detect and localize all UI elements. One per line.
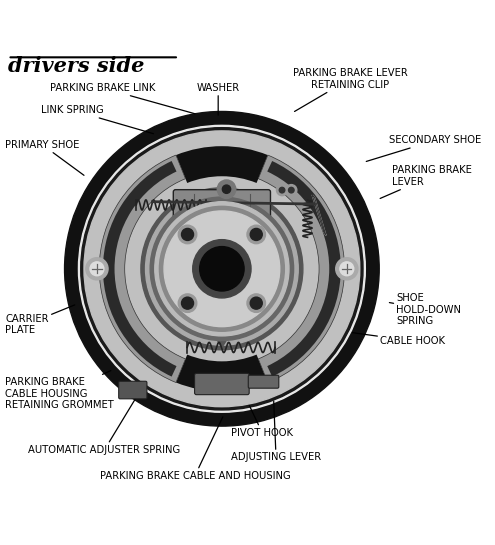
Polygon shape — [210, 329, 234, 348]
Circle shape — [84, 131, 360, 407]
Circle shape — [247, 294, 265, 312]
Text: PRIMARY SHOE: PRIMARY SHOE — [5, 140, 84, 175]
Text: PARKING BRAKE CABLE AND HOUSING: PARKING BRAKE CABLE AND HOUSING — [99, 417, 291, 481]
Circle shape — [146, 192, 298, 345]
FancyBboxPatch shape — [119, 382, 147, 399]
Wedge shape — [103, 161, 177, 377]
Circle shape — [286, 185, 297, 196]
Circle shape — [178, 294, 197, 312]
Circle shape — [289, 187, 294, 193]
Circle shape — [178, 225, 197, 244]
Text: PARKING BRAKE LEVER
RETAINING CLIP: PARKING BRAKE LEVER RETAINING CLIP — [293, 68, 407, 112]
Circle shape — [159, 207, 284, 331]
Text: PIVOT HOOK: PIVOT HOOK — [231, 398, 293, 438]
Text: drivers side: drivers side — [7, 56, 144, 76]
Wedge shape — [176, 146, 268, 183]
Circle shape — [182, 228, 194, 240]
Circle shape — [277, 185, 288, 196]
Wedge shape — [267, 161, 341, 377]
Text: WASHER: WASHER — [197, 83, 240, 115]
Circle shape — [250, 228, 262, 240]
Circle shape — [150, 197, 294, 341]
Text: CABLE HOOK: CABLE HOOK — [352, 332, 445, 346]
Circle shape — [222, 185, 231, 193]
Circle shape — [86, 258, 108, 280]
Circle shape — [64, 112, 379, 426]
Circle shape — [182, 297, 194, 309]
Text: PARKING BRAKE
CABLE HOUSING
RETAINING GROMMET: PARKING BRAKE CABLE HOUSING RETAINING GR… — [5, 371, 114, 410]
FancyBboxPatch shape — [173, 190, 270, 221]
Circle shape — [279, 187, 285, 193]
Polygon shape — [312, 195, 326, 235]
Circle shape — [247, 225, 265, 244]
Text: SECONDARY SHOE: SECONDARY SHOE — [366, 135, 482, 161]
Text: ADJUSTING LEVER: ADJUSTING LEVER — [231, 401, 321, 462]
Circle shape — [90, 262, 104, 276]
Circle shape — [62, 109, 382, 428]
Circle shape — [164, 211, 280, 326]
Circle shape — [78, 125, 365, 412]
Wedge shape — [99, 155, 186, 383]
Text: AUTOMATIC ADJUSTER SPRING: AUTOMATIC ADJUSTER SPRING — [28, 388, 181, 455]
Circle shape — [81, 128, 363, 410]
FancyBboxPatch shape — [248, 375, 279, 388]
Text: LINK SPRING: LINK SPRING — [41, 105, 153, 134]
Text: PARKING BRAKE
LEVER: PARKING BRAKE LEVER — [380, 165, 472, 198]
Circle shape — [340, 262, 354, 276]
Circle shape — [217, 180, 236, 198]
FancyBboxPatch shape — [195, 373, 249, 395]
Circle shape — [141, 188, 303, 350]
Wedge shape — [258, 155, 345, 383]
Text: SHOE
HOLD-DOWN
SPRING: SHOE HOLD-DOWN SPRING — [390, 293, 461, 326]
Circle shape — [336, 258, 358, 280]
Circle shape — [250, 297, 262, 309]
Circle shape — [193, 240, 251, 298]
Circle shape — [155, 202, 289, 336]
Wedge shape — [176, 355, 268, 391]
Text: CARRIER
PLATE: CARRIER PLATE — [5, 305, 75, 335]
Circle shape — [199, 246, 244, 291]
Text: PARKING BRAKE LINK: PARKING BRAKE LINK — [50, 83, 195, 114]
